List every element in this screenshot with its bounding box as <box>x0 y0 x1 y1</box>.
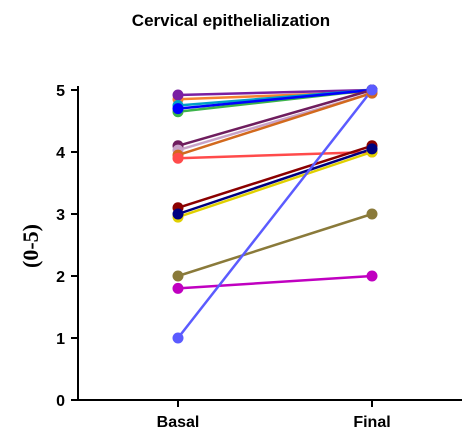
y-tick-label: 2 <box>56 269 65 286</box>
chart-title: Cervical epithelialization <box>131 11 331 30</box>
series-line <box>177 150 373 160</box>
series-lines <box>177 88 373 339</box>
y-tick-label: 5 <box>56 83 65 100</box>
axes: 0 1 2 3 4 5 Basal Final <box>56 83 462 431</box>
data-point <box>366 270 378 282</box>
series-line <box>177 88 373 148</box>
data-point <box>172 208 184 220</box>
data-point <box>172 332 184 344</box>
y-tick-label: 4 <box>56 145 65 162</box>
data-point <box>172 152 184 164</box>
data-point <box>172 270 184 282</box>
series-line <box>177 88 373 97</box>
data-point <box>172 103 184 115</box>
x-tick-label: Final <box>353 414 390 431</box>
series-line <box>177 274 373 290</box>
series-line <box>177 91 373 157</box>
series-line <box>177 144 373 209</box>
series-line <box>177 212 373 278</box>
series-line <box>177 147 373 216</box>
series-line <box>177 150 373 219</box>
data-point <box>366 143 378 155</box>
data-point <box>172 89 184 101</box>
data-point <box>366 208 378 220</box>
x-tick-label: Basal <box>157 414 200 431</box>
series-line <box>177 89 373 339</box>
series-points <box>172 84 378 344</box>
y-axis-title: (0-5) <box>18 224 43 268</box>
data-point <box>172 282 184 294</box>
y-tick-label: 0 <box>56 393 65 410</box>
series-line <box>177 88 373 110</box>
y-tick-label: 1 <box>56 331 65 348</box>
y-tick-label: 3 <box>56 207 65 224</box>
data-point <box>366 84 378 96</box>
